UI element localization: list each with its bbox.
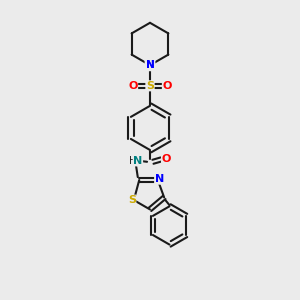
Text: N: N: [146, 60, 154, 70]
Text: N: N: [146, 60, 154, 70]
Text: S: S: [146, 81, 154, 91]
Text: H: H: [129, 156, 137, 166]
Text: O: O: [162, 81, 172, 91]
Text: N: N: [146, 60, 154, 70]
Text: N: N: [155, 174, 164, 184]
Text: O: O: [128, 81, 138, 91]
Text: S: S: [128, 195, 136, 205]
Text: O: O: [161, 154, 171, 164]
Text: N: N: [133, 156, 142, 166]
